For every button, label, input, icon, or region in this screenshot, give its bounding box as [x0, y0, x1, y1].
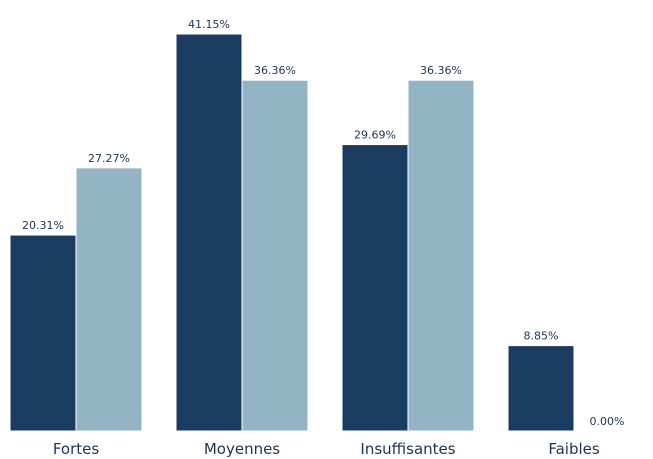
bar-faibles-series-1 — [507, 345, 575, 432]
x-tick-label-moyennes: Moyennes — [204, 440, 280, 458]
value-label-moyennes-series-2: 36.36% — [254, 64, 296, 77]
bars-group — [9, 33, 575, 432]
x-axis-tick-labels: Fortes Moyennes Insuffisantes Faibles — [53, 440, 600, 458]
value-label-faibles-series-1: 8.85% — [524, 330, 559, 343]
value-label-fortes-series-1: 20.31% — [22, 219, 64, 232]
bar-fortes-series-2 — [75, 167, 143, 432]
bar-insuffisantes-series-1 — [341, 144, 409, 432]
x-tick-label-fortes: Fortes — [53, 440, 100, 458]
value-label-faibles-series-2: 0.00% — [590, 415, 625, 428]
value-label-moyennes-series-1: 41.15% — [188, 18, 230, 31]
value-label-insuffisantes-series-1: 29.69% — [354, 129, 396, 142]
bar-insuffisantes-series-2 — [407, 79, 475, 432]
x-tick-label-insuffisantes: Insuffisantes — [360, 440, 455, 458]
bar-moyennes-series-2 — [241, 79, 309, 432]
value-labels-group: 20.31% 27.27% 41.15% 36.36% 29.69% 36.36% 8.85… — [22, 18, 624, 428]
bar-moyennes-series-1 — [175, 33, 243, 432]
value-label-insuffisantes-series-2: 36.36% — [420, 64, 462, 77]
value-label-fortes-series-2: 27.27% — [88, 152, 130, 165]
x-tick-label-faibles: Faibles — [548, 440, 600, 458]
bar-fortes-series-1 — [9, 234, 77, 432]
